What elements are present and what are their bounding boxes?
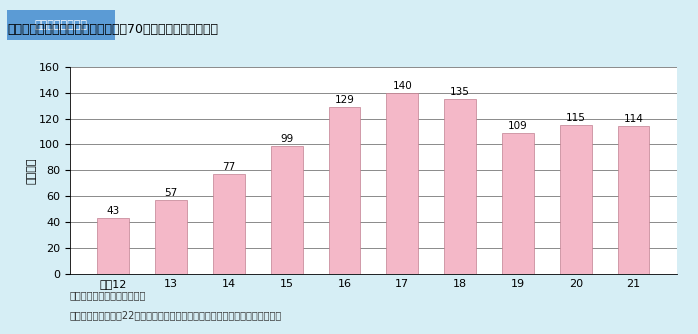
Text: 99: 99 xyxy=(280,134,293,144)
Text: 140: 140 xyxy=(392,81,413,91)
Text: 43: 43 xyxy=(107,206,120,216)
Text: 57: 57 xyxy=(165,188,178,198)
Bar xyxy=(271,146,303,274)
Text: 135: 135 xyxy=(450,87,470,97)
Text: 129: 129 xyxy=(334,95,355,105)
Text: 109: 109 xyxy=(508,121,528,131)
Bar xyxy=(213,174,245,274)
Text: 115: 115 xyxy=(566,113,586,123)
Bar xyxy=(560,125,592,274)
Bar xyxy=(502,133,534,274)
Bar xyxy=(329,107,360,274)
Bar xyxy=(387,93,418,274)
Text: 77: 77 xyxy=(222,162,235,172)
Bar xyxy=(155,200,187,274)
Bar xyxy=(618,126,649,274)
Text: 資料：国民生活センター資料: 資料：国民生活センター資料 xyxy=(70,291,146,301)
Y-axis label: （千件）: （千件） xyxy=(26,157,36,184)
Text: （注）件数は、平成22年４月時点で国民生活センターに報告のあった相談件数: （注）件数は、平成22年４月時点で国民生活センターに報告のあった相談件数 xyxy=(70,311,282,321)
Text: 図１－２－６－７: 図１－２－６－７ xyxy=(35,20,87,30)
Bar xyxy=(444,99,476,274)
Text: 114: 114 xyxy=(623,114,644,124)
Text: 図１－２－６－７　　契約当事者が70歳以上の消費相談件数: 図１－２－６－７ 契約当事者が70歳以上の消費相談件数 xyxy=(7,23,218,36)
Bar xyxy=(98,218,129,274)
